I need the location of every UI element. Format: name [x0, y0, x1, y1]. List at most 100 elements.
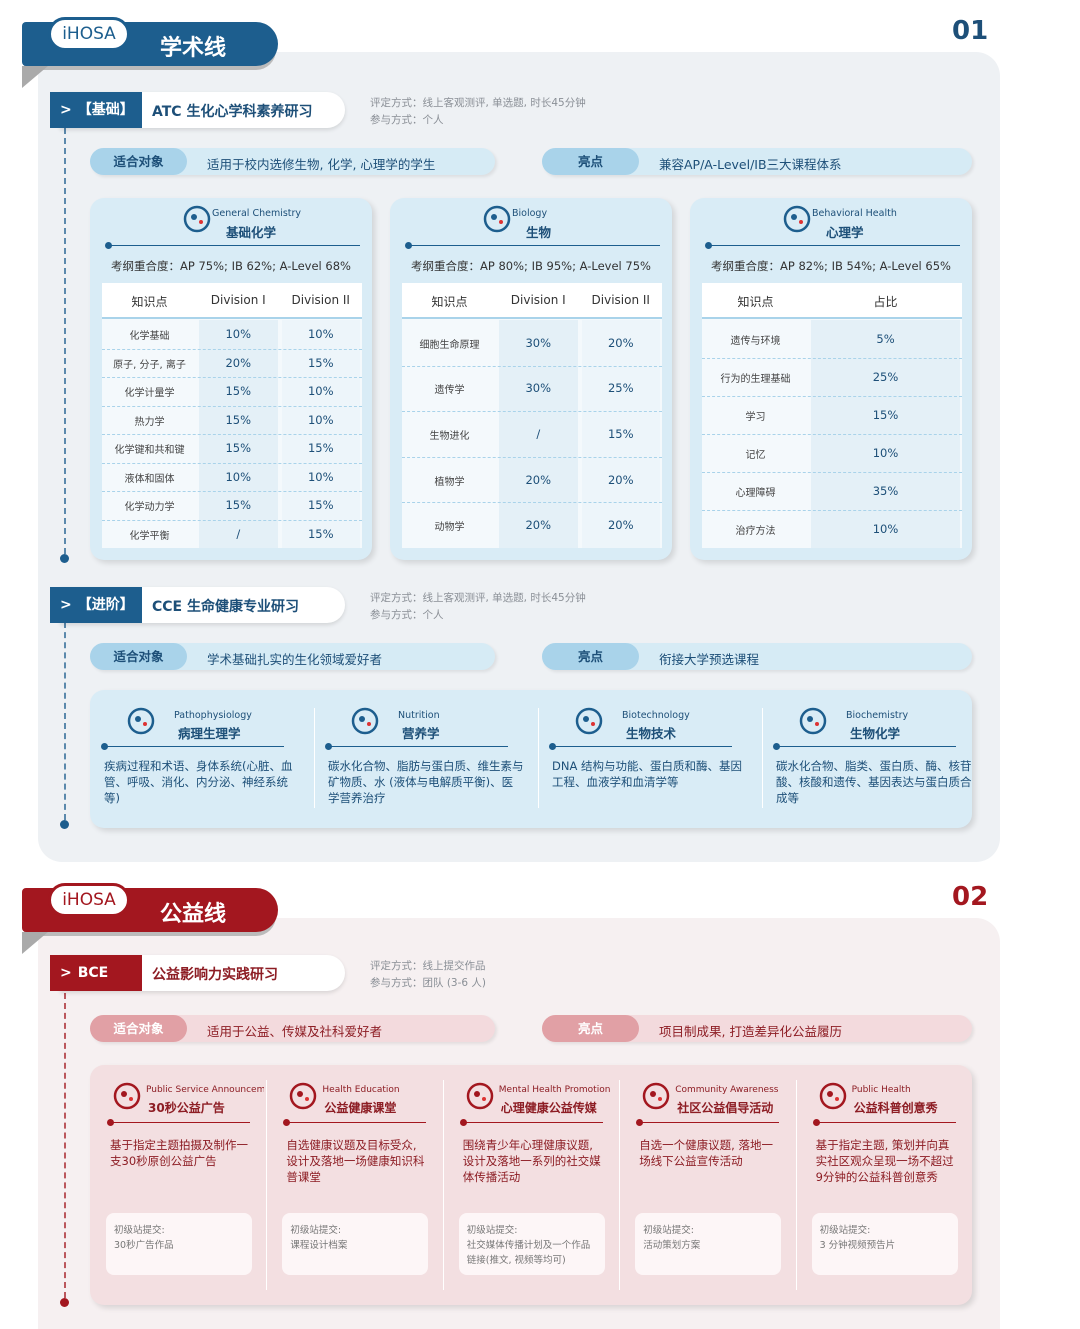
project-text: 自选一个健康议题, 落地一场线下公益宣传活动: [639, 1138, 773, 1168]
table-header: 占比: [873, 295, 898, 309]
subject-zh: 心理学: [826, 225, 864, 240]
column-shade: [499, 320, 578, 548]
topic-en: Nutrition: [398, 710, 440, 721]
submission-label: 初级站提交:: [643, 1225, 694, 1236]
divider-dot: [405, 242, 412, 249]
project-text: 围绕青少年心理健康议题, 设计及落地一系列的社交媒体传播活动: [462, 1138, 601, 1184]
table-header-bg: [102, 283, 362, 319]
table-value: 15%: [225, 412, 252, 427]
project-en: Public Service Announcement: [146, 1085, 264, 1095]
table-topic: 学习: [745, 412, 766, 423]
icon: [182, 204, 212, 234]
pill-label: 适合对象: [90, 643, 187, 670]
divider-dot: [636, 1119, 644, 1126]
course-name: CCE 生命健康专业研习: [152, 599, 299, 615]
banner-fold: [22, 66, 48, 88]
table-value: 10%: [872, 446, 899, 460]
divider-dot: [459, 1119, 467, 1126]
pill-label: 适合对象: [90, 148, 187, 175]
divider: [708, 245, 960, 246]
course-name: ATC 生化心学科素养研习: [152, 104, 313, 120]
table-topic: 植物学: [434, 476, 465, 488]
topic-text: DNA 结构与功能、蛋白质和酶、基因工程、血液学和血清学等: [552, 759, 742, 789]
course-level-text: 【基础】: [77, 102, 134, 118]
table-value: 10%: [307, 327, 334, 342]
table-topic: 化学动力学: [124, 502, 175, 514]
table-header: Division II: [591, 293, 650, 307]
table-header: Division II: [291, 293, 350, 307]
topic-zh: 病理生理学: [178, 726, 241, 741]
row-divider: [702, 472, 962, 473]
icon: [465, 1081, 495, 1111]
divider-dot: [101, 743, 108, 750]
column-divider: [314, 708, 315, 808]
divider-dot: [705, 242, 712, 249]
row-divider: [402, 502, 662, 504]
badge: iHOSA: [48, 883, 130, 917]
project-text: 基于指定主题拍摄及制作一支30秒原创公益广告: [110, 1138, 248, 1168]
course-level-text: BCE: [77, 965, 109, 981]
project-zh: 公益科普创意秀: [853, 1101, 938, 1115]
table-value: 35%: [872, 484, 899, 498]
course-note: 评定方式：线上客观测评, 单选题, 时长45分钟: [370, 592, 586, 604]
table-topic: 动物学: [434, 522, 465, 534]
table-header-bg: [702, 283, 962, 319]
table-header: 知识点: [431, 295, 468, 309]
row-divider: [702, 434, 962, 435]
pill-text: 适用于公益、传媒及社科爱好者: [207, 1024, 383, 1039]
divider-dot: [549, 743, 556, 750]
pill-label: 亮点: [542, 148, 639, 175]
submission-label: 初级站提交:: [290, 1225, 342, 1236]
divider-dot: [773, 743, 780, 750]
subject-table: 知识点 Division I Division II 化学基础 10% 10% 原子, 分子…: [102, 283, 362, 548]
icon: [818, 1081, 848, 1111]
column-shade: [581, 320, 660, 548]
divider: [286, 1122, 427, 1123]
divider-dot: [105, 242, 112, 249]
divider-dot: [325, 743, 332, 750]
submission-text: 活动策划方案: [643, 1240, 701, 1251]
submission-box: 初级站提交: 社交媒体传播计划及一个作品链接(推文, 视频等均可): [458, 1213, 605, 1275]
subject-en: General Chemistry: [212, 208, 302, 219]
submission-text: 课程设计档案: [290, 1240, 348, 1251]
table-value: 20%: [607, 472, 634, 487]
table-value: 20%: [525, 518, 552, 533]
project-en: Mental Health Promotion: [498, 1085, 611, 1095]
row-divider: [102, 348, 362, 350]
table-value: 10%: [225, 469, 252, 484]
table-value: 20%: [607, 335, 634, 350]
section-title: 学术线: [160, 36, 227, 61]
timeline-dot: [60, 554, 69, 563]
project-text: 基于指定主题, 策划并向真实社区观众呈现一场不超过9分钟的公益科普创意秀: [815, 1138, 954, 1184]
subject-table: 知识点 Division I Division II 细胞生命原理 30% 20% 遗传学 3…: [402, 283, 662, 548]
submission-label: 初级站提交:: [466, 1225, 518, 1236]
icon: [288, 1081, 318, 1111]
table-topic: 记忆: [745, 450, 766, 461]
subject-zh: 生物: [526, 225, 552, 240]
icon: [641, 1081, 671, 1111]
table-topic: 心理障碍: [735, 488, 776, 499]
timeline: [64, 993, 66, 1298]
row-divider: [102, 434, 362, 435]
timeline-dot: [60, 820, 69, 829]
table-topic: 化学计量学: [124, 388, 175, 400]
divider: [110, 1122, 250, 1123]
row-divider: [102, 519, 362, 521]
divider: [776, 746, 956, 747]
icon: [798, 706, 828, 736]
course-note: 评定方式：线上客观测评, 单选题, 时长45分钟: [370, 97, 586, 109]
table-value: 25%: [872, 370, 899, 384]
table-value: 5%: [876, 332, 895, 346]
timeline: [64, 128, 66, 554]
table-value: 10%: [307, 384, 334, 399]
pill-label: 适合对象: [90, 1015, 187, 1042]
icon: [126, 706, 156, 736]
table-topic: 遗传与环境: [730, 336, 781, 347]
row-divider: [102, 377, 362, 378]
row-divider: [102, 405, 362, 407]
submission-label: 初级站提交:: [819, 1225, 871, 1236]
table-topic: 化学键和共和键: [114, 445, 185, 457]
timeline-dot: [60, 1298, 69, 1307]
section-title: 公益线: [160, 902, 227, 927]
subject-card: General Chemistry 基础化学 考纲重合度：AP 75%; IB 62…: [90, 198, 372, 560]
